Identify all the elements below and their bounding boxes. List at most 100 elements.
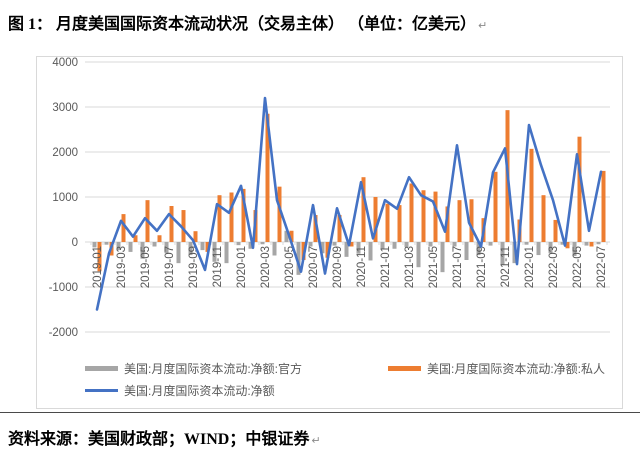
net-line-swatch-icon: [85, 389, 118, 392]
x-label-2022-01: 2022-01: [524, 246, 536, 288]
official-bar-2020-03: [260, 242, 265, 245]
private-bar-2021-08: [469, 199, 474, 242]
x-label-2020-03: 2020-03: [260, 246, 272, 288]
y-axis-labels: 4000 3000 2000 1000 0 -1000 -2000: [49, 57, 78, 339]
paragraph-mark-icon: ↵: [478, 19, 488, 32]
official-bar-2020-04: [272, 242, 277, 256]
divider-line: [0, 412, 640, 413]
official-bar-2019-05: [140, 242, 145, 259]
official-bar-2019-07: [164, 242, 169, 254]
page-title-text: 图 1： 月度美国国际资本流动状况（交易主体） （单位：亿美元）: [8, 16, 477, 33]
private-bar-2020-08: [325, 242, 330, 258]
x-label-2020-11: 2020-11: [356, 246, 368, 287]
official-bar-2020-12: [368, 242, 373, 261]
official-bar-2019-09: [188, 242, 193, 256]
legend-label-private: 美国:月度国际资本流动:净额:私人: [427, 362, 606, 376]
official-bar-2021-04: [416, 242, 421, 268]
private-bar-2019-01: [97, 242, 102, 272]
private-bar-2019-11: [217, 195, 222, 242]
private-bar-2020-01: [241, 188, 246, 242]
private-bar-2022-06: [589, 242, 594, 247]
official-bar-2019-04: [128, 242, 133, 252]
x-label-2021-07: 2021-07: [452, 246, 464, 288]
official-bar-2022-07: [596, 242, 601, 245]
private-bar-2021-05: [433, 191, 438, 242]
official-bar-2022-03: [548, 242, 553, 254]
x-label-2021-01: 2021-01: [380, 246, 392, 288]
official-bar-2020-11: [356, 242, 361, 254]
svg-text:2000: 2000: [52, 147, 78, 159]
x-label-2022-05: 2022-05: [572, 246, 584, 288]
private-bar-2021-07: [457, 200, 462, 242]
svg-text:3000: 3000: [52, 102, 78, 114]
official-bar-swatch-icon: [85, 366, 118, 371]
svg-text:1000: 1000: [52, 192, 78, 204]
x-label-2020-05: 2020-05: [284, 246, 296, 288]
official-bar-2021-09: [476, 242, 481, 256]
x-label-2021-11: 2021-11: [500, 246, 512, 287]
x-label-2019-05: 2019-05: [140, 246, 152, 288]
official-bar-2022-01: [524, 242, 529, 245]
private-bar-2019-03: [121, 214, 126, 242]
private-bar-2022-07: [601, 170, 606, 242]
official-bar-2021-02: [392, 242, 397, 249]
official-bar-2019-02: [104, 242, 109, 245]
private-bar-2021-10: [493, 171, 498, 242]
x-label-2019-11: 2019-11: [212, 246, 224, 287]
x-label-2021-09: 2021-09: [476, 246, 488, 288]
official-bar-2019-11: [212, 242, 217, 262]
private-bar-2020-03: [265, 113, 270, 242]
svg-text:-1000: -1000: [49, 282, 78, 294]
official-bar-2021-10: [488, 242, 493, 246]
net-flow-line: [95, 96, 603, 311]
svg-text:-2000: -2000: [49, 327, 78, 339]
private-bar-2020-07: [313, 215, 318, 242]
official-bar-2019-06: [152, 242, 157, 247]
x-label-2020-09: 2020-09: [332, 246, 344, 288]
private-bar-2022-02: [541, 195, 546, 242]
x-label-2019-01: 2019-01: [92, 246, 104, 288]
official-bar-2021-01: [380, 242, 385, 249]
private-bar-2019-08: [181, 210, 186, 242]
legend-item-net: 美国:月度国际资本流动:净额: [85, 382, 275, 399]
private-bar-2019-09: [193, 231, 198, 242]
private-bar-2022-03: [553, 219, 558, 242]
private-bar-2020-04: [277, 186, 282, 242]
x-label-2019-03: 2019-03: [116, 246, 128, 288]
svg-text:0: 0: [72, 237, 78, 249]
official-bar-2019-03: [116, 242, 121, 251]
official-bar-2020-05: [284, 230, 289, 242]
private-bar-2019-06: [157, 235, 162, 242]
legend-item-private: 美国:月度国际资本流动:净额:私人: [388, 360, 605, 377]
private-bar-2020-12: [373, 197, 378, 242]
private-bar-2022-01: [529, 148, 534, 242]
legend-row-1: 美国:月度国际资本流动:净额:官方 美国:月度国际资本流动:净额:私人: [85, 360, 619, 377]
official-bar-2021-08: [464, 242, 469, 260]
chart-frame: [36, 56, 623, 409]
x-label-2022-07: 2022-07: [596, 246, 608, 288]
private-bar-2019-04: [133, 235, 138, 242]
official-bar-2021-05: [428, 242, 433, 247]
svg-text:4000: 4000: [52, 57, 78, 69]
x-label-2020-01: 2020-01: [236, 246, 248, 288]
x-label-2021-05: 2021-05: [428, 246, 440, 288]
private-bar-2019-12: [229, 192, 234, 242]
official-bar-2019-01: [92, 242, 97, 248]
official-bar-2020-01: [236, 242, 241, 246]
official-bars: [92, 230, 601, 275]
official-bar-2021-03: [404, 242, 409, 247]
official-bar-2020-09: [332, 242, 337, 246]
official-bar-2020-10: [344, 242, 349, 257]
official-bar-2019-08: [176, 242, 181, 264]
x-axis-labels: 2019-01 2019-03 2019-05 2019-07 2019-09 2019-…: [92, 246, 608, 288]
source-note: 资料来源：美国财政部；WIND；中银证券 ↵: [8, 425, 321, 449]
official-bar-2022-06: [584, 242, 589, 246]
source-note-text: 资料来源：美国财政部；WIND；中银证券: [8, 431, 310, 448]
official-bar-2020-02: [248, 242, 253, 249]
x-label-2019-07: 2019-07: [164, 246, 176, 288]
official-bar-2022-05: [572, 242, 577, 256]
official-bar-2022-02: [536, 242, 541, 256]
official-bar-2020-08: [320, 242, 325, 254]
